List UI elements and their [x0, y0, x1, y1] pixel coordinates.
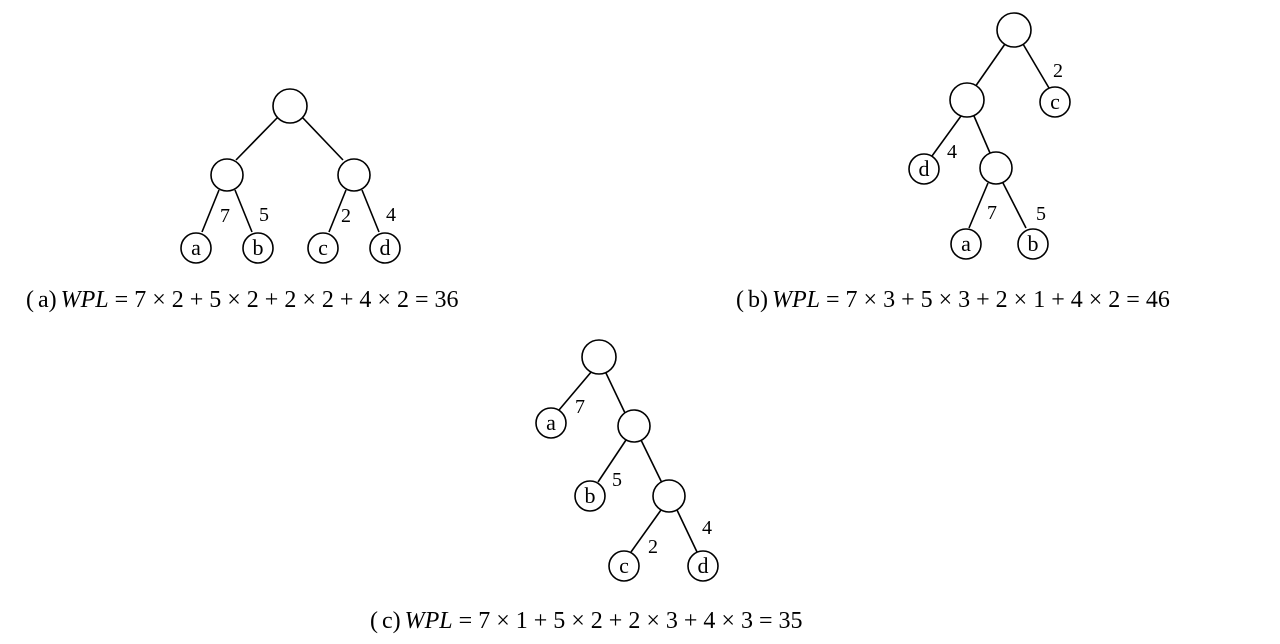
- edge: [931, 115, 962, 157]
- wpl-formula: = 7 × 3 + 5 × 3 + 2 × 1 + 4 × 2 = 46: [826, 287, 1170, 313]
- weight-label: 7: [220, 205, 230, 227]
- caption-paren-open: (: [736, 287, 744, 313]
- edge: [558, 370, 593, 411]
- wpl-formula: = 7 × 2 + 5 × 2 + 2 × 2 + 4 × 2 = 36: [114, 287, 459, 313]
- leaf-label: c: [1050, 89, 1060, 114]
- weight-label: 2: [341, 205, 351, 227]
- leaf-label: c: [318, 235, 328, 260]
- weight-label: 4: [947, 141, 957, 163]
- caption-letter: b: [748, 287, 760, 313]
- leaf-node: [950, 228, 982, 260]
- caption-letter: c: [382, 608, 393, 634]
- caption-paren-open: (: [26, 287, 34, 313]
- leaf-label: a: [546, 410, 556, 435]
- internal-node: [652, 479, 686, 513]
- internal-node: [617, 409, 651, 443]
- leaf-label: d: [919, 156, 930, 181]
- internal-node: [979, 151, 1013, 185]
- leaf-node: [908, 153, 940, 185]
- caption-a: (a) WPL = 7 × 2 + 5 × 2 + 2 × 2 + 4 × 2 = …: [26, 287, 458, 314]
- leaf-node: [1039, 86, 1071, 118]
- leaf-node: [369, 232, 401, 264]
- weight-label: 2: [648, 536, 658, 558]
- weight-label: 5: [612, 469, 622, 491]
- weight-label: 7: [987, 202, 997, 224]
- internal-node: [949, 82, 985, 118]
- weight-label: 2: [1053, 60, 1063, 82]
- internal-node: [210, 158, 244, 192]
- leaf-label: a: [191, 235, 201, 260]
- edge: [1002, 182, 1027, 229]
- leaf-node: [1017, 228, 1049, 260]
- caption-paren-open: (: [370, 608, 378, 634]
- tree-b: c d a b 2 4 7 5: [908, 12, 1071, 260]
- leaf-node: [608, 550, 640, 582]
- internal-node: [581, 339, 617, 375]
- leaf-label: b: [585, 483, 596, 508]
- leaf-node: [687, 550, 719, 582]
- leaf-label: d: [380, 235, 391, 260]
- caption-c: (c) WPL = 7 × 1 + 5 × 2 + 2 × 3 + 4 × 3 = …: [370, 608, 802, 635]
- edge: [676, 509, 698, 553]
- leaf-label: d: [698, 553, 709, 578]
- edge: [604, 370, 626, 414]
- leaf-node: [180, 232, 212, 264]
- edge: [968, 182, 989, 229]
- edge: [640, 439, 663, 484]
- leaf-node: [307, 232, 339, 264]
- edge: [597, 439, 627, 483]
- edge: [328, 189, 347, 233]
- edge: [234, 189, 253, 233]
- wpl-label: WPL: [404, 608, 453, 634]
- wpl-label: WPL: [772, 287, 820, 313]
- weight-label: 5: [259, 204, 269, 226]
- caption-paren-close: ): [48, 287, 57, 313]
- edge: [201, 189, 220, 233]
- internal-node: [272, 88, 308, 124]
- leaf-label: b: [1028, 231, 1039, 256]
- edge: [973, 115, 991, 154]
- edge: [974, 43, 1006, 88]
- caption-b: (b) WPL = 7 × 3 + 5 × 3 + 2 × 1 + 4 × 2 = …: [736, 287, 1170, 314]
- leaf-label: b: [253, 235, 264, 260]
- leaf-label: c: [619, 553, 629, 578]
- caption-paren-close: ): [392, 608, 401, 634]
- leaf-node: [535, 407, 567, 439]
- wpl-label: WPL: [60, 287, 109, 313]
- edge: [630, 509, 662, 553]
- wpl-formula: = 7 × 1 + 5 × 2 + 2 × 3 + 4 × 3 = 35: [458, 608, 803, 634]
- internal-node: [337, 158, 371, 192]
- leaf-label: a: [961, 231, 971, 256]
- caption-paren-close: ): [760, 287, 768, 313]
- leaf-node: [242, 232, 274, 264]
- weight-label: 7: [575, 396, 585, 418]
- caption-letter: a: [38, 287, 49, 313]
- edge: [361, 189, 380, 233]
- edge: [235, 116, 279, 161]
- weight-label: 4: [702, 517, 712, 539]
- weight-label: 5: [1036, 203, 1046, 225]
- tree-c: a b c d 7 5 2 4: [535, 339, 719, 582]
- weight-label: 4: [386, 204, 396, 226]
- leaf-node: [574, 480, 606, 512]
- edge: [301, 116, 344, 161]
- tree-a: a b c d 7 5 2 4: [180, 88, 401, 264]
- edge: [1022, 43, 1050, 89]
- internal-node: [996, 12, 1032, 48]
